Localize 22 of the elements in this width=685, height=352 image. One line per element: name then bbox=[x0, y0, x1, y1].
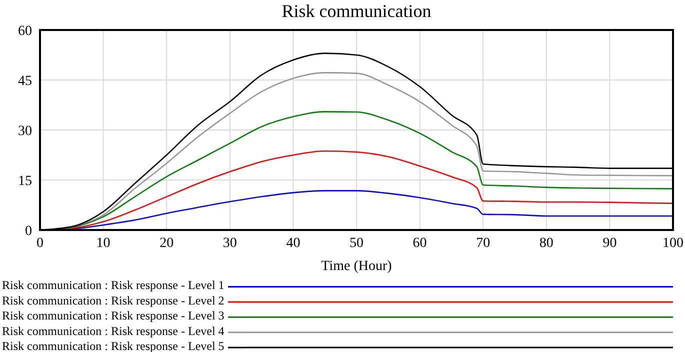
chart-title: Risk communication bbox=[282, 1, 432, 21]
x-tick-label: 0 bbox=[36, 236, 44, 251]
legend-label: Risk communication : Risk response - Level 1 bbox=[2, 278, 224, 292]
y-tick-label: 45 bbox=[18, 74, 32, 89]
y-tick-label: 0 bbox=[25, 224, 32, 239]
x-tick-label: 30 bbox=[222, 236, 237, 251]
x-tick-label: 60 bbox=[412, 236, 427, 251]
x-tick-label: 100 bbox=[662, 236, 684, 251]
x-tick-label: 90 bbox=[602, 236, 617, 251]
x-tick-label: 20 bbox=[160, 236, 174, 251]
x-axis-title: Time (Hour) bbox=[321, 259, 392, 274]
x-tick-label: 50 bbox=[350, 236, 364, 251]
y-tick-label: 60 bbox=[18, 24, 32, 39]
x-tick-label: 40 bbox=[286, 236, 300, 251]
x-tick-label: 70 bbox=[476, 236, 490, 251]
legend-label: Risk communication : Risk response - Level 2 bbox=[2, 293, 224, 308]
legend-label: Risk communication : Risk response - Level 3 bbox=[2, 308, 224, 323]
x-tick-label: 10 bbox=[96, 236, 110, 251]
y-tick-label: 15 bbox=[18, 174, 32, 189]
legend-label: Risk communication : Risk response - Level 4 bbox=[2, 324, 224, 338]
y-tick-label: 30 bbox=[18, 124, 32, 139]
x-tick-label: 80 bbox=[539, 236, 554, 251]
